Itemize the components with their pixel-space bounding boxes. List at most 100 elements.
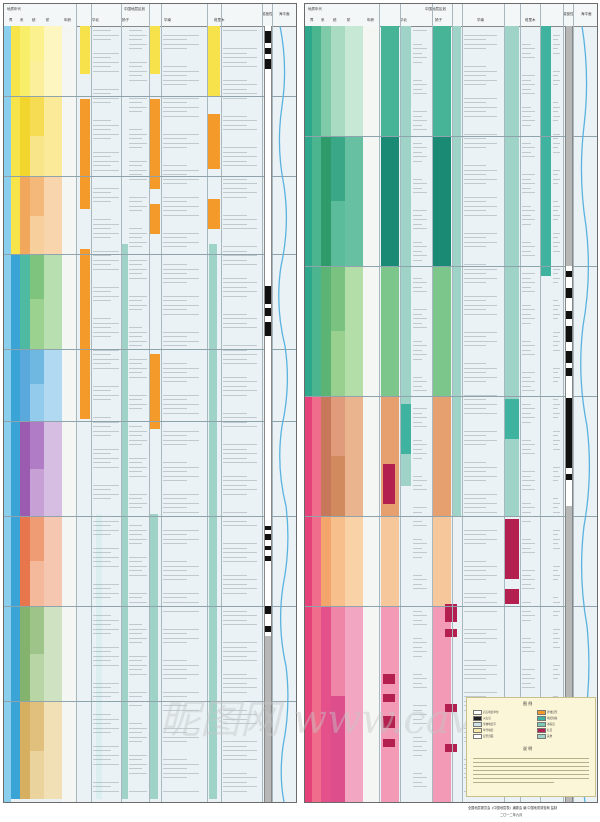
text-line-placeholder — [129, 246, 142, 247]
text-line-placeholder — [413, 754, 422, 756]
text-line-placeholder — [129, 691, 147, 693]
text-line-placeholder — [553, 448, 561, 450]
header-col-age: 年龄 — [64, 18, 71, 22]
header-col-system: 系 — [20, 18, 24, 22]
text-line-placeholder — [93, 786, 112, 787]
text-line-placeholder — [413, 385, 422, 387]
text-line-placeholder — [223, 48, 258, 49]
text-line-placeholder — [464, 97, 497, 99]
text-line-placeholder — [163, 196, 199, 198]
text-line-placeholder — [464, 493, 497, 495]
text-line-placeholder — [129, 696, 142, 697]
text-line-placeholder — [163, 273, 188, 274]
header-col-stage: 阶 — [347, 18, 351, 22]
text-line-placeholder — [223, 489, 258, 490]
text-line-placeholder — [522, 151, 531, 153]
text-line-placeholder — [464, 439, 497, 441]
text-line-placeholder — [129, 264, 142, 265]
header-col-magnetic: 磁极性 — [262, 12, 273, 16]
text-line-placeholder — [129, 331, 147, 333]
text-line-placeholder — [553, 349, 561, 351]
right-teal-stripe — [401, 404, 411, 454]
text-line-placeholder — [223, 790, 248, 792]
text-line-placeholder — [413, 579, 427, 580]
text-line-placeholder — [464, 331, 497, 333]
text-line-placeholder — [522, 79, 531, 81]
right-pink-block — [381, 606, 399, 802]
text-line-placeholder — [413, 484, 422, 486]
text-line-placeholder — [223, 115, 248, 117]
text-line-placeholder — [129, 232, 147, 234]
text-line-placeholder — [522, 547, 531, 549]
text-line-placeholder — [129, 498, 142, 499]
legend-box: 图 例 岩石地层单位 火山岩 生物地层带 年代地层 层型剖面 界线层型 地层缺失… — [466, 697, 596, 797]
text-line-placeholder — [553, 313, 561, 315]
text-line-placeholder — [413, 736, 422, 738]
text-line-placeholder — [522, 646, 531, 648]
header-col-south-china: 华南 — [164, 18, 171, 22]
text-line-placeholder — [522, 255, 536, 256]
text-line-placeholder — [553, 250, 561, 252]
text-line-placeholder — [93, 30, 112, 31]
text-line-placeholder — [464, 561, 486, 562]
text-line-placeholder — [93, 268, 119, 270]
text-line-placeholder — [129, 39, 142, 40]
text-line-placeholder — [522, 277, 531, 279]
text-line-placeholder — [93, 66, 112, 67]
text-line-placeholder — [553, 579, 558, 580]
text-line-placeholder — [129, 642, 142, 643]
text-line-placeholder — [553, 345, 558, 346]
text-line-placeholder — [223, 579, 258, 580]
text-line-placeholder — [223, 219, 258, 220]
text-line-placeholder — [553, 232, 561, 234]
text-line-placeholder — [223, 97, 248, 99]
text-line-placeholder — [522, 453, 536, 454]
text-line-placeholder — [464, 79, 497, 81]
text-line-placeholder — [413, 520, 422, 522]
text-line-placeholder — [129, 664, 147, 666]
text-line-placeholder — [413, 682, 422, 684]
text-line-placeholder — [93, 529, 119, 531]
text-line-placeholder — [163, 475, 199, 477]
text-line-placeholder — [464, 313, 497, 315]
text-line-placeholder — [413, 61, 422, 63]
text-line-placeholder — [163, 66, 188, 67]
text-line-placeholder — [522, 111, 536, 112]
text-line-placeholder — [522, 480, 536, 481]
text-line-placeholder — [129, 142, 147, 144]
text-line-placeholder — [163, 264, 188, 265]
text-line-placeholder — [93, 228, 112, 229]
text-line-placeholder — [553, 268, 561, 270]
text-line-placeholder — [522, 610, 531, 612]
text-line-placeholder — [522, 385, 531, 387]
text-line-placeholder — [464, 210, 486, 211]
text-line-placeholder — [413, 354, 427, 355]
text-line-placeholder — [223, 714, 258, 715]
text-line-placeholder — [464, 106, 497, 108]
text-line-placeholder — [464, 367, 497, 369]
text-line-placeholder — [413, 345, 427, 346]
text-line-placeholder — [129, 741, 142, 742]
text-line-placeholder — [413, 390, 427, 391]
text-line-placeholder — [553, 115, 561, 117]
text-line-placeholder — [553, 111, 558, 112]
text-line-placeholder — [93, 70, 119, 72]
text-line-placeholder — [163, 201, 188, 202]
legend-label: 其他 — [547, 735, 553, 738]
text-line-placeholder — [464, 480, 486, 481]
text-line-placeholder — [413, 223, 422, 225]
text-line-placeholder — [163, 673, 199, 675]
text-line-placeholder — [223, 358, 248, 360]
text-line-placeholder — [553, 399, 558, 400]
text-line-placeholder — [413, 444, 427, 445]
text-line-placeholder — [163, 471, 188, 472]
text-line-placeholder — [129, 597, 142, 598]
text-line-placeholder — [223, 619, 248, 621]
text-line-placeholder — [93, 592, 119, 594]
text-line-placeholder — [464, 597, 486, 598]
text-line-placeholder — [223, 246, 258, 247]
text-line-placeholder — [129, 669, 142, 670]
right-magnetic-polarity-column — [565, 26, 573, 802]
text-line-placeholder — [93, 489, 112, 490]
text-line-placeholder — [464, 462, 486, 463]
